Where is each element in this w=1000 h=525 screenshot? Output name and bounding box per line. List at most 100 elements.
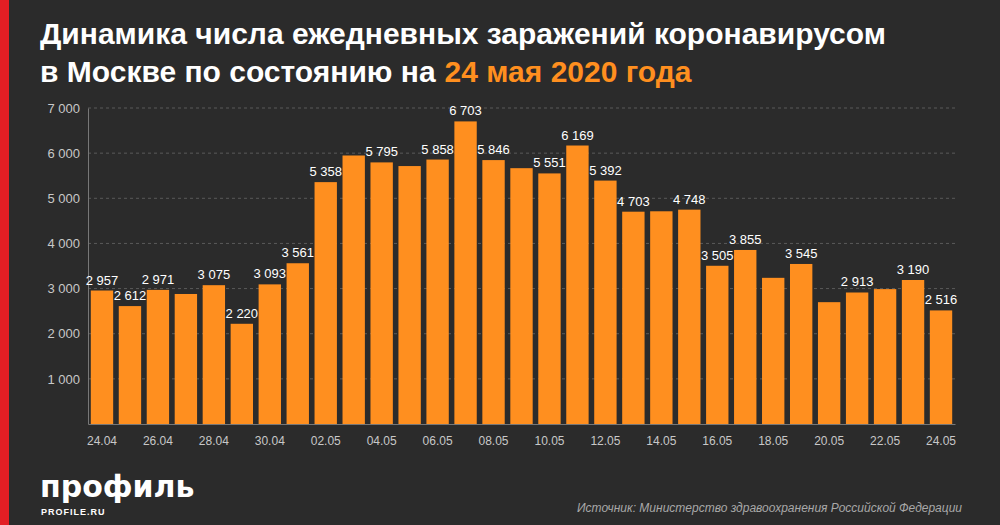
x-tick-label: 16.05 <box>702 434 732 448</box>
bar <box>594 181 616 424</box>
x-tick: 26.04 <box>143 434 173 448</box>
x-tick: 14.05 <box>646 434 676 448</box>
x-tick-label: 30.04 <box>255 434 285 448</box>
x-tick: 02.05 <box>311 434 341 448</box>
x-tick: 22.05 <box>870 434 900 448</box>
subtitle: в Москве по состоянию на <box>40 55 436 88</box>
x-tick-label: 14.05 <box>646 434 676 448</box>
data-label: 5 858 <box>421 142 454 157</box>
bar <box>762 278 784 424</box>
data-label: 3 093 <box>254 266 287 281</box>
data-label: 2 612 <box>114 288 147 303</box>
data-label: 2 957 <box>86 273 119 288</box>
y-tick: 3 000 <box>47 281 88 296</box>
data-label: 4 748 <box>673 192 706 207</box>
bar <box>398 166 420 424</box>
x-tick: 10.05 <box>534 434 564 448</box>
bar <box>482 160 504 424</box>
x-tick: 16.05 <box>702 434 732 448</box>
x-tick-label: 22.05 <box>870 434 900 448</box>
source: Источник: Министерство здравоохранения Р… <box>577 501 962 515</box>
y-tick: 1 000 <box>47 372 88 387</box>
bar <box>566 146 588 424</box>
y-tick: 5 000 <box>47 191 88 206</box>
data-label: 2 971 <box>142 272 175 287</box>
x-tick: 20.05 <box>814 434 844 448</box>
chart-container: Динамика числа ежедневных заражений коро… <box>0 0 1000 525</box>
x-tick: 12.05 <box>590 434 620 448</box>
bar <box>902 280 924 424</box>
data-label: 4 703 <box>617 194 650 209</box>
bar <box>259 284 281 424</box>
x-tick: 06.05 <box>423 434 453 448</box>
data-label: 5 795 <box>365 144 398 159</box>
y-tick-label: 5 000 <box>47 191 80 206</box>
x-tick-label: 18.05 <box>758 434 788 448</box>
bar <box>370 162 392 424</box>
y-tick-label: 3 000 <box>47 281 80 296</box>
bar <box>790 264 812 424</box>
bar <box>538 173 560 424</box>
logo-url: PROFILE.RU <box>41 507 106 517</box>
bar <box>818 302 840 424</box>
y-tick-label: 7 000 <box>47 101 80 116</box>
bar <box>175 294 197 424</box>
bars <box>91 121 952 424</box>
x-tick-label: 20.05 <box>814 434 844 448</box>
x-tick-label: 10.05 <box>534 434 564 448</box>
bar <box>454 121 476 424</box>
data-label: 6 703 <box>449 103 482 118</box>
title: Динамика числа ежедневных заражений коро… <box>40 17 886 50</box>
bar <box>287 263 309 424</box>
x-tick: 24.04 <box>87 434 117 448</box>
data-label: 5 551 <box>533 155 566 170</box>
x-tick: 08.05 <box>479 434 509 448</box>
bar <box>510 168 532 424</box>
data-label: 5 392 <box>589 163 622 178</box>
bar <box>930 310 952 424</box>
bar <box>203 285 225 424</box>
x-axis: 24.04 26.04 28.04 30.04 02.05 04.05 06.05 08.05… <box>87 425 956 448</box>
x-tick: 18.05 <box>758 434 788 448</box>
x-axis-line <box>89 424 956 425</box>
y-tick-label: 2 000 <box>47 326 80 341</box>
bar <box>734 250 756 424</box>
x-tick-label: 12.05 <box>590 434 620 448</box>
data-labels: 2 9572 6122 9713 0752 2203 0933 5615 358… <box>86 103 958 320</box>
bar <box>231 324 253 424</box>
x-tick-label: 24.04 <box>87 434 117 448</box>
x-tick-label: 24.05 <box>926 434 956 448</box>
y-tick: 7 000 <box>47 101 88 116</box>
y-tick-label: 1 000 <box>47 372 80 387</box>
y-tick: 4 000 <box>47 236 88 251</box>
data-label: 2 220 <box>226 306 259 321</box>
data-label: 3 545 <box>785 246 818 261</box>
bar <box>874 289 896 424</box>
data-label: 5 358 <box>309 164 342 179</box>
logo: профиль <box>40 469 195 504</box>
y-tick: 6 000 <box>47 146 88 161</box>
bar <box>678 210 700 424</box>
bar <box>343 155 365 424</box>
bar <box>650 211 672 424</box>
bar <box>426 160 448 424</box>
data-label: 3 505 <box>701 248 734 263</box>
y-axis: 1 000 2 000 3 000 4 000 5 000 6 000 7 000 <box>47 101 88 425</box>
data-label: 5 846 <box>477 142 510 157</box>
x-tick: 04.05 <box>367 434 397 448</box>
y-tick: 2 000 <box>47 326 88 341</box>
title-date: 24 мая 2020 года <box>445 55 692 88</box>
bar <box>846 292 868 424</box>
x-tick: 28.04 <box>199 434 229 448</box>
y-tick-label: 6 000 <box>47 146 80 161</box>
data-label: 3 075 <box>198 267 231 282</box>
x-tick-label: 06.05 <box>423 434 453 448</box>
data-label: 3 190 <box>897 262 930 277</box>
bar <box>622 212 644 424</box>
x-tick-label: 08.05 <box>479 434 509 448</box>
x-tick: 30.04 <box>255 434 285 448</box>
x-tick: 24.05 <box>926 434 956 448</box>
data-label: 6 169 <box>561 128 594 143</box>
chart-svg: Динамика числа ежедневных заражений коро… <box>0 0 1000 525</box>
grid-line <box>88 153 955 154</box>
